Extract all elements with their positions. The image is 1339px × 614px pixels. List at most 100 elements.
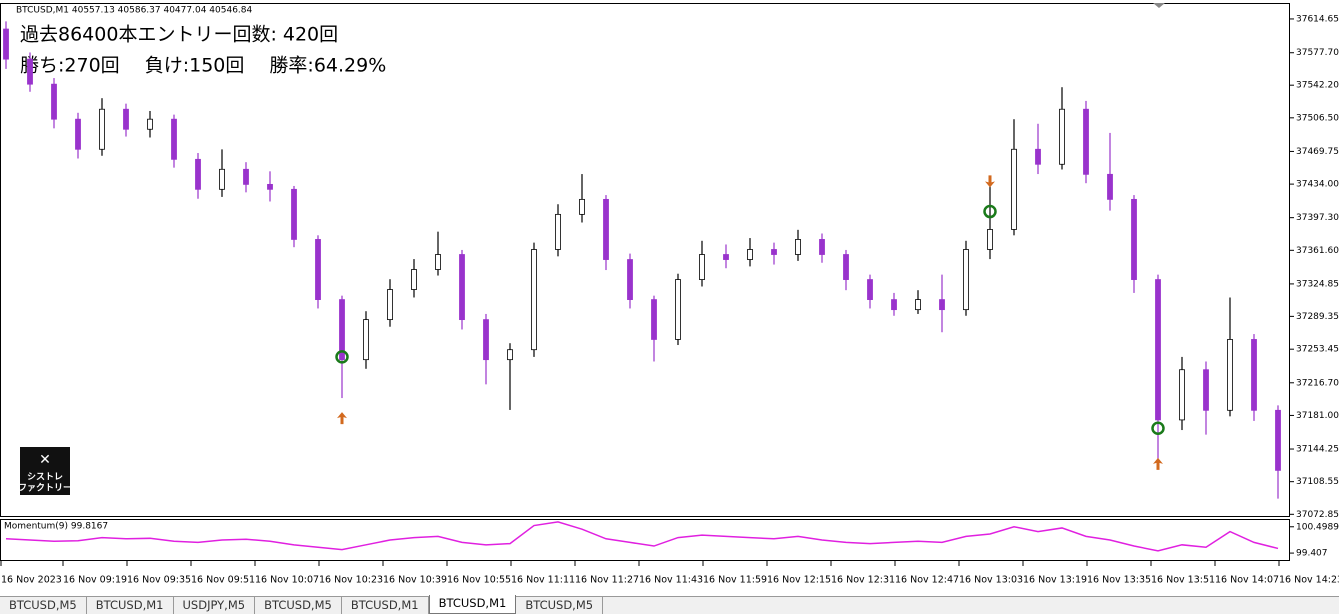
y-tick-label: 37253.45 [1296,345,1339,355]
candle-body [1059,108,1065,165]
candle-body [1035,148,1041,165]
y-tick-label: 37181.00 [1296,411,1339,421]
signal-circle [1151,421,1165,435]
candle-body [1251,339,1257,411]
candle-body [483,319,489,361]
y-tick-label: 37324.85 [1296,279,1339,289]
candle-body [795,239,801,255]
y-tick-label: 37434.00 [1296,180,1339,190]
up-arrow [337,412,347,425]
y-tick-label: 37614.65 [1296,14,1339,24]
candle-body [411,269,417,290]
y-tick-label: 37072.85 [1296,510,1339,520]
y-tick-label: 37469.75 [1296,147,1339,157]
candle-body [1275,409,1281,471]
y-tick-label: 37289.35 [1296,312,1339,322]
y-tick-label: 37577.70 [1296,48,1339,58]
y-tick-label: 37506.50 [1296,113,1339,123]
x-tick-label: 16 Nov 14:07 [1215,575,1279,586]
candle-body [27,58,33,85]
tab[interactable]: BTCUSD,M1 [428,595,517,614]
candle-body [555,213,561,250]
tab[interactable]: BTCUSD,M1 [87,597,174,614]
x-tick-label: 16 Nov 12:31 [831,575,895,586]
candle-body [603,198,609,260]
overlay-line: 過去86400本エントリー回数: 420回 [20,24,338,46]
candle-body [915,299,921,311]
candle-body [435,254,441,270]
candle-body [843,254,849,280]
candle-body [1203,369,1209,411]
y-tick-label: 37542.20 [1296,81,1339,91]
tab[interactable]: BTCUSD,M5 [255,597,342,614]
x-tick-label: 16 Nov 10:39 [383,575,447,586]
candle-body [531,249,537,351]
candle-body [747,249,753,260]
candle-body [579,198,585,215]
momentum-tick-label: 99.407 [1296,549,1328,559]
overlay-line: 勝ち:270回 負け:150回 勝率:64.29% [20,55,386,77]
tab[interactable]: BTCUSD,M5 [516,597,604,614]
x-tick-label: 16 Nov 13:19 [1023,575,1087,586]
x-tick-label: 16 Nov 13:03 [959,575,1023,586]
candle-body [171,118,177,160]
candle-body [651,299,657,340]
x-tick-label: 16 Nov 09:51 [191,575,255,586]
candle-body [195,158,201,190]
main-frame [0,3,1290,517]
signal-circle [983,204,997,219]
sub-frame [0,519,1290,561]
candle-body [75,118,81,150]
y-tick-label: 37361.60 [1296,246,1339,256]
candle-body [1131,198,1137,280]
x-tick-label: 16 Nov 11:27 [575,575,639,586]
candle-body [1107,173,1113,200]
tab[interactable]: BTCUSD,M5 [0,597,87,614]
x-tick-label: 16 Nov 12:47 [895,575,959,586]
x-tick-label: 16 Nov 10:07 [255,575,319,586]
candle-body [939,299,945,311]
candle-body [267,183,273,190]
tab[interactable]: BTCUSD,M1 [342,597,429,614]
momentum-line [5,521,1279,552]
momentum-tick-label: 100.4989 [1296,522,1339,532]
x-tick-label: 16 Nov 2023 [1,575,62,586]
candle-body [459,254,465,321]
candle-body [123,108,129,130]
x-tick-label: 16 Nov 13:35 [1087,575,1151,586]
candle-body [387,289,393,321]
logo-icon: ✕ [39,452,51,468]
down-arrow [985,175,995,188]
x-tick-label: 16 Nov 10:23 [319,575,383,586]
candle-body [243,168,249,185]
candle-body [819,239,825,255]
x-tick-label: 16 Nov 10:55 [447,575,511,586]
candle-body [675,279,681,340]
candle-body [507,349,513,361]
tab[interactable]: USDJPY,M5 [174,597,256,614]
candle-body [99,108,105,150]
x-tick-label: 16 Nov 13:51 [1151,575,1215,586]
header: BTCUSD,M1 40557.13 40586.37 40477.04 405… [16,6,253,16]
candle-body [339,299,345,361]
candle-body [363,319,369,361]
logo-box [20,447,70,495]
logo-text: ファクトリー [18,483,72,494]
candle-body [1083,108,1089,175]
candle-body [1155,279,1161,421]
candle-body [963,249,969,311]
candle-body [723,254,729,260]
chart: BTCUSD,M1 40557.13 40586.37 40477.04 405… [0,3,1339,586]
candle-body [627,259,633,300]
candle-body [1227,339,1233,411]
x-tick-label: 16 Nov 14:23 [1279,575,1339,586]
candle-body [891,299,897,311]
candle-body [699,254,705,280]
x-tick-label: 16 Nov 11:11 [511,575,575,586]
candle-body [987,229,993,250]
x-tick-label: 16 Nov 11:43 [639,575,703,586]
candle-body [147,118,153,130]
x-tick-label: 16 Nov 09:35 [127,575,191,586]
logo-text: シストレ [27,472,63,483]
